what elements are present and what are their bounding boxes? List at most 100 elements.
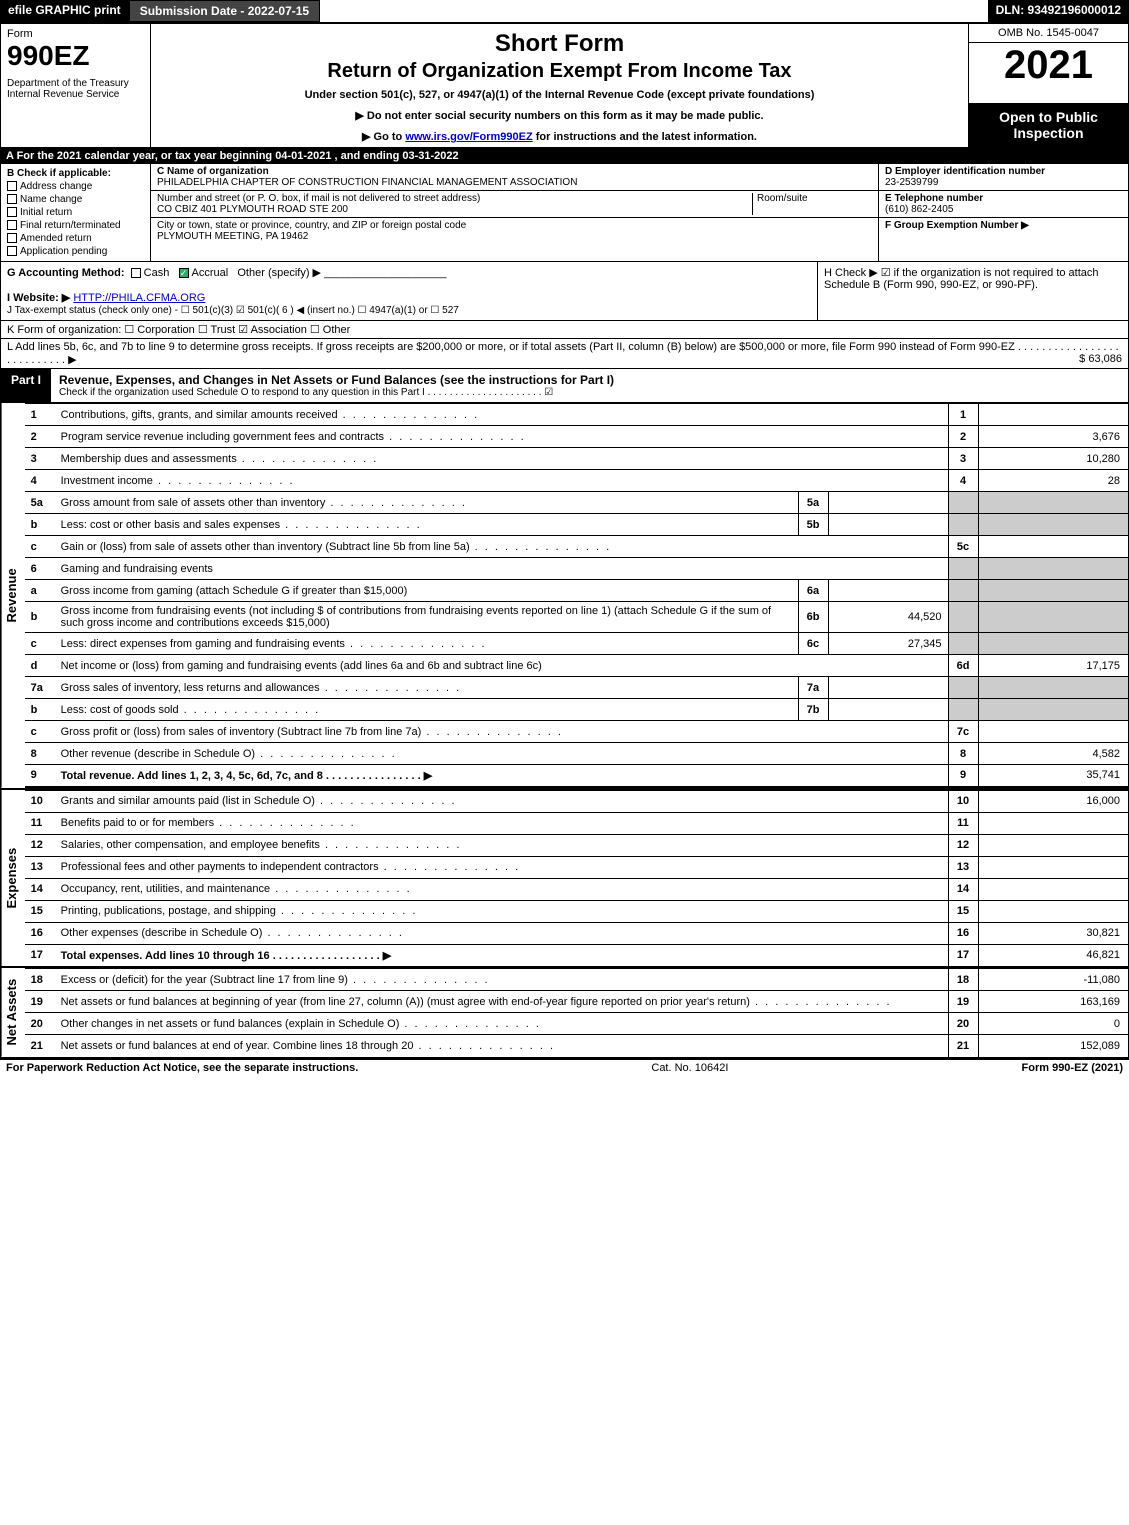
line-19: 19 Net assets or fund balances at beginn…: [25, 991, 1128, 1013]
part-1-header: Part I Revenue, Expenses, and Changes in…: [0, 369, 1129, 403]
d-ein-label: D Employer identification number: [885, 166, 1045, 177]
c-name-label: C Name of organization: [157, 166, 269, 177]
irs-link[interactable]: www.irs.gov/Form990EZ: [405, 131, 532, 143]
b-address-change[interactable]: Address change: [7, 181, 144, 192]
revenue-sidebar-label: Revenue: [1, 403, 25, 788]
line-l-amount: $ 63,086: [1079, 353, 1122, 365]
line-5a: 5a Gross amount from sale of assets othe…: [25, 492, 1128, 514]
tax-year: 2021: [969, 43, 1128, 88]
line-15: 15 Printing, publications, postage, and …: [25, 900, 1128, 922]
line-h: H Check ▶ ☑ if the organization is not r…: [818, 262, 1128, 320]
topbar-spacer: [320, 0, 987, 22]
header-center: Short Form Return of Organization Exempt…: [151, 24, 968, 147]
e-phone-label: E Telephone number: [885, 193, 983, 204]
line-k: K Form of organization: ☐ Corporation ☐ …: [0, 321, 1129, 339]
c-addr: CO CBIZ 401 PLYMOUTH ROAD STE 200: [157, 204, 348, 215]
g-cash-checkbox[interactable]: [131, 268, 141, 278]
line-17: 17 Total expenses. Add lines 10 through …: [25, 944, 1128, 966]
b-final-return[interactable]: Final return/terminated: [7, 220, 144, 231]
top-bar: efile GRAPHIC print Submission Date - 20…: [0, 0, 1129, 22]
line-5c: c Gain or (loss) from sale of assets oth…: [25, 536, 1128, 558]
column-c: C Name of organization PHILADELPHIA CHAP…: [151, 164, 878, 261]
f-group-block: F Group Exemption Number ▶: [879, 218, 1128, 233]
line-6: 6 Gaming and fundraising events: [25, 558, 1128, 580]
line-l-text: L Add lines 5b, 6c, and 7b to line 9 to …: [7, 341, 1119, 366]
line-3: 3 Membership dues and assessments 3 10,2…: [25, 448, 1128, 470]
line-l: L Add lines 5b, 6c, and 7b to line 9 to …: [0, 339, 1129, 369]
form-label: Form: [7, 28, 144, 40]
net-assets-table: 18 Excess or (deficit) for the year (Sub…: [25, 968, 1128, 1057]
form-title-short: Short Form: [157, 30, 962, 58]
line-a: A For the 2021 calendar year, or tax yea…: [0, 148, 1129, 164]
footer-left: For Paperwork Reduction Act Notice, see …: [6, 1062, 358, 1074]
line-5b: b Less: cost or other basis and sales ex…: [25, 514, 1128, 536]
line-g: G Accounting Method: Cash ✓Accrual Other…: [1, 262, 818, 320]
form-number: 990EZ: [7, 40, 144, 72]
d-ein-block: D Employer identification number 23-2539…: [879, 164, 1128, 191]
c-name-block: C Name of organization PHILADELPHIA CHAP…: [151, 164, 878, 191]
line-2: 2 Program service revenue including gove…: [25, 426, 1128, 448]
b-amended-return[interactable]: Amended return: [7, 233, 144, 244]
d-ein: 23-2539799: [885, 177, 938, 188]
footer-center: Cat. No. 10642I: [358, 1062, 1021, 1074]
line-6b: b Gross income from fundraising events (…: [25, 602, 1128, 633]
footer-right: Form 990-EZ (2021): [1022, 1062, 1123, 1074]
expenses-sidebar-label: Expenses: [1, 790, 25, 967]
submission-date: Submission Date - 2022-07-15: [129, 0, 320, 22]
c-addr-label: Number and street (or P. O. box, if mail…: [157, 193, 480, 204]
c-room-label: Room/suite: [752, 193, 872, 215]
omb-number: OMB No. 1545-0047: [969, 24, 1128, 43]
line-8: 8 Other revenue (describe in Schedule O)…: [25, 743, 1128, 765]
g-label: G Accounting Method:: [7, 267, 125, 279]
line-4: 4 Investment income 4 28: [25, 470, 1128, 492]
e-phone-block: E Telephone number (610) 862-2405: [879, 191, 1128, 218]
part-1-subtitle: Check if the organization used Schedule …: [59, 387, 1120, 398]
c-org-name: PHILADELPHIA CHAPTER OF CONSTRUCTION FIN…: [157, 177, 577, 188]
line-7c: c Gross profit or (loss) from sales of i…: [25, 721, 1128, 743]
line-14: 14 Occupancy, rent, utilities, and maint…: [25, 878, 1128, 900]
b-name-change[interactable]: Name change: [7, 194, 144, 205]
line-21: 21 Net assets or fund balances at end of…: [25, 1035, 1128, 1057]
part-1-title: Revenue, Expenses, and Changes in Net As…: [51, 369, 1128, 402]
c-address-block: Number and street (or P. O. box, if mail…: [151, 191, 878, 218]
line-1: 1 Contributions, gifts, grants, and simi…: [25, 404, 1128, 426]
revenue-table: 1 Contributions, gifts, grants, and simi…: [25, 403, 1128, 788]
expenses-table: 10 Grants and similar amounts paid (list…: [25, 790, 1128, 967]
line-16: 16 Other expenses (describe in Schedule …: [25, 922, 1128, 944]
b-initial-return[interactable]: Initial return: [7, 207, 144, 218]
b-header: B Check if applicable:: [7, 168, 144, 179]
line-9: 9 Total revenue. Add lines 1, 2, 3, 4, 5…: [25, 765, 1128, 787]
line-6a: a Gross income from gaming (attach Sched…: [25, 580, 1128, 602]
form-title-long: Return of Organization Exempt From Incom…: [157, 60, 962, 83]
header-right: OMB No. 1545-0047 2021 Open to Public In…: [968, 24, 1128, 147]
page-footer: For Paperwork Reduction Act Notice, see …: [0, 1058, 1129, 1076]
line-6c: c Less: direct expenses from gaming and …: [25, 633, 1128, 655]
header-left: Form 990EZ Department of the Treasury In…: [1, 24, 151, 147]
f-group-label: F Group Exemption Number ▶: [885, 220, 1029, 231]
part-1-label: Part I: [1, 369, 51, 402]
form-instruction-2: ▶ Go to www.irs.gov/Form990EZ for instru…: [157, 130, 962, 143]
form-subtitle: Under section 501(c), 527, or 4947(a)(1)…: [157, 89, 962, 101]
net-assets-sidebar-label: Net Assets: [1, 968, 25, 1057]
line-18: 18 Excess or (deficit) for the year (Sub…: [25, 969, 1128, 991]
c-city: PLYMOUTH MEETING, PA 19462: [157, 231, 308, 242]
efile-print-button[interactable]: efile GRAPHIC print: [0, 0, 129, 22]
line-7a: 7a Gross sales of inventory, less return…: [25, 677, 1128, 699]
c-city-block: City or town, state or province, country…: [151, 218, 878, 244]
line-12: 12 Salaries, other compensation, and emp…: [25, 834, 1128, 856]
net-assets-section: Net Assets 18 Excess or (deficit) for th…: [0, 966, 1129, 1058]
i-label: I Website: ▶: [7, 292, 70, 304]
c-city-label: City or town, state or province, country…: [157, 220, 466, 231]
revenue-section: Revenue 1 Contributions, gifts, grants, …: [0, 403, 1129, 788]
department-label: Department of the Treasury Internal Reve…: [7, 78, 144, 100]
line-7b: b Less: cost of goods sold 7b: [25, 699, 1128, 721]
section-bcd: B Check if applicable: Address change Na…: [0, 164, 1129, 262]
form-instruction-1: ▶ Do not enter social security numbers o…: [157, 109, 962, 122]
website-link[interactable]: HTTP://PHILA.CFMA.ORG: [73, 292, 205, 304]
form-header: Form 990EZ Department of the Treasury In…: [0, 22, 1129, 148]
g-accrual-checkbox[interactable]: ✓: [179, 268, 189, 278]
dln-label: DLN: 93492196000012: [988, 0, 1129, 22]
column-b: B Check if applicable: Address change Na…: [1, 164, 151, 261]
b-application-pending[interactable]: Application pending: [7, 246, 144, 257]
g-other-label: Other (specify) ▶: [237, 267, 321, 279]
